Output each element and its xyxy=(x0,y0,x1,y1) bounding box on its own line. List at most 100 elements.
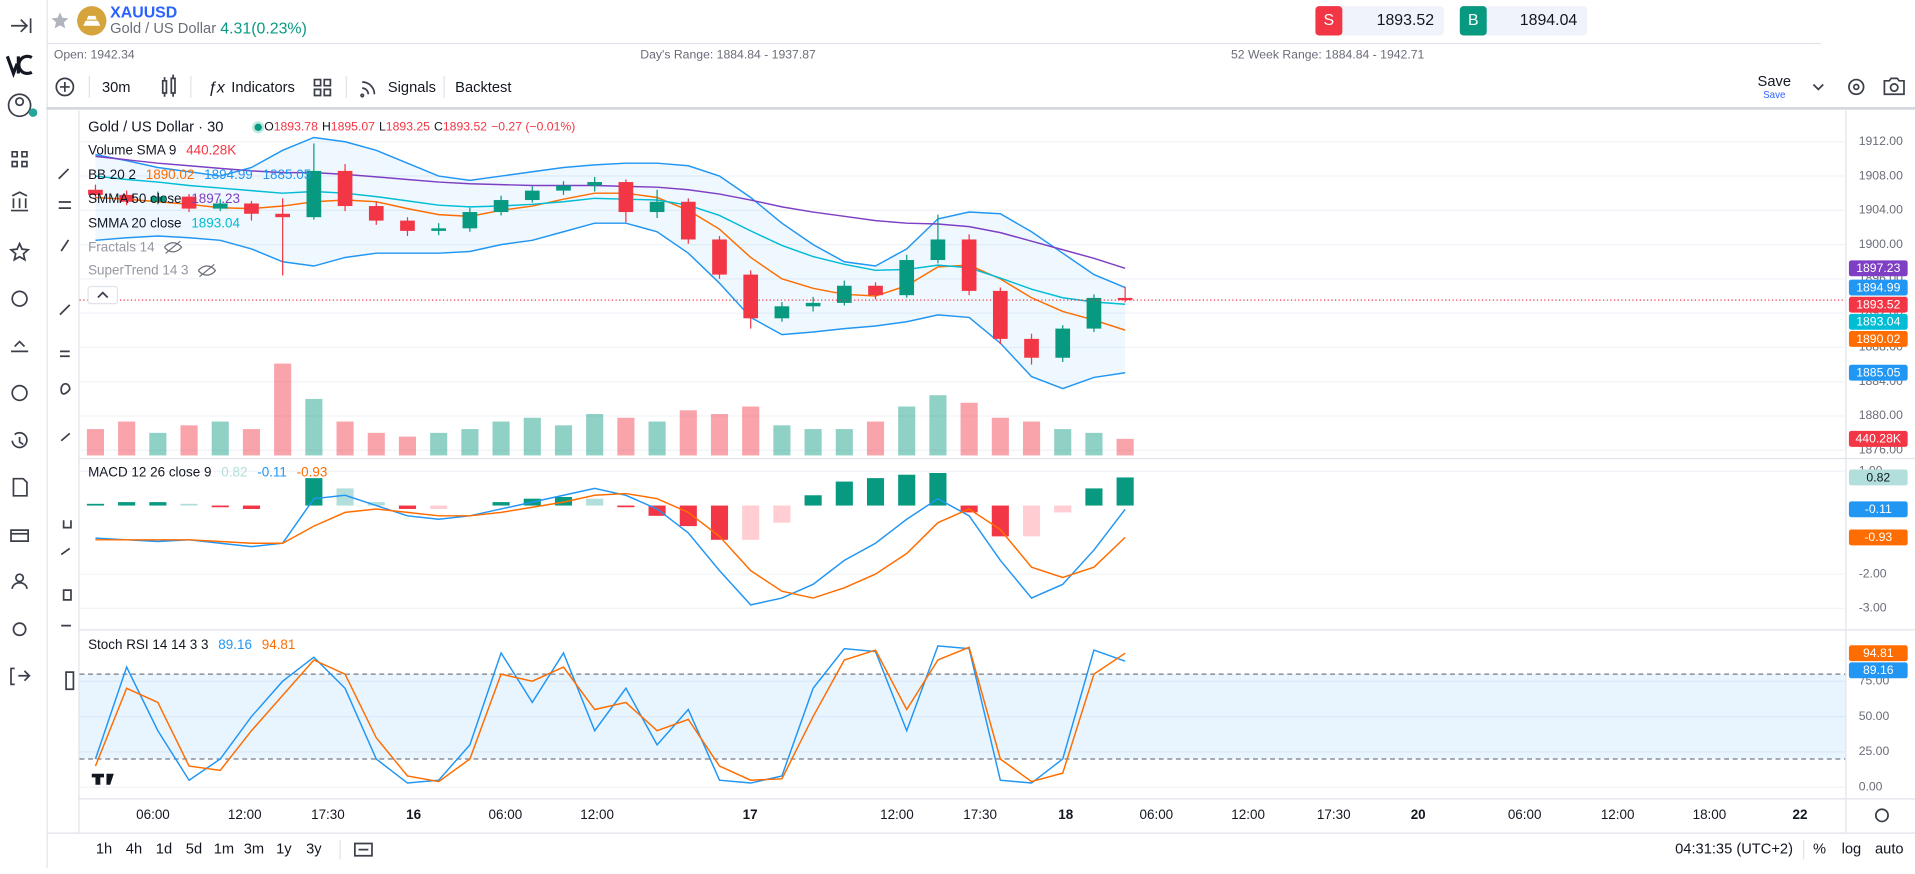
signals-icon xyxy=(360,81,376,98)
volume-bar xyxy=(742,406,760,456)
chart-legend-main: Gold / US Dollar · 30 O1893.78 H1895.07 … xyxy=(88,119,575,135)
scale-option[interactable]: log xyxy=(1842,842,1862,858)
chart-type-icon[interactable] xyxy=(161,74,176,97)
profile-icon[interactable] xyxy=(15,573,25,583)
pie-icon[interactable] xyxy=(11,384,28,402)
x-tick-label: 18:00 xyxy=(1693,807,1727,822)
timeframe-button[interactable]: 1d xyxy=(156,842,172,858)
candle-body xyxy=(930,239,946,261)
macd-bar xyxy=(398,505,417,509)
wallet-icon[interactable] xyxy=(10,529,30,542)
timeframe-button[interactable]: 1m xyxy=(214,842,234,858)
templates-icon[interactable] xyxy=(313,78,332,97)
open-value: 1893.78 xyxy=(274,120,318,134)
save-button[interactable]: Save xyxy=(1758,74,1791,90)
hand-icon[interactable] xyxy=(11,340,29,353)
legend-name: MACD 12 26 close 9 xyxy=(88,464,211,479)
macd-bar xyxy=(617,505,635,508)
x-tick-label: 06:00 xyxy=(489,807,523,822)
macd-bar xyxy=(835,481,853,506)
timeframe-button[interactable]: 1y xyxy=(276,842,292,858)
history-icon[interactable] xyxy=(11,431,28,449)
price-tag-label: 1897.23 xyxy=(1856,261,1900,275)
date-range-icon[interactable] xyxy=(353,842,373,857)
legend-entry: SMMA 50 close 1897.23 xyxy=(88,191,240,206)
favorite-star[interactable] xyxy=(51,12,69,29)
volume-bar xyxy=(898,406,916,456)
x-tick-label: 06:00 xyxy=(1508,807,1542,822)
x-tick-label: 22 xyxy=(1792,807,1807,822)
volume-bar xyxy=(430,432,448,456)
candle-body xyxy=(649,201,665,213)
interval[interactable]: 30m xyxy=(102,80,131,96)
sell-button[interactable] xyxy=(1315,6,1444,36)
timeframe-button[interactable]: 3m xyxy=(244,842,264,858)
macd-bar xyxy=(679,505,697,527)
axis-settings[interactable] xyxy=(1874,808,1889,823)
legend-value: -0.11 xyxy=(257,464,287,479)
volume-bar xyxy=(586,414,604,456)
star-icon[interactable] xyxy=(8,241,31,262)
timeframe-button[interactable]: 3y xyxy=(306,842,322,858)
save-menu[interactable] xyxy=(1812,83,1824,91)
tv-logo xyxy=(91,773,114,785)
week52-range: 52 Week Range: 1884.84 - 1942.71 xyxy=(1231,47,1425,61)
timeframe-button[interactable]: 4h xyxy=(126,842,142,858)
candle-body xyxy=(431,228,447,231)
logout-icon[interactable] xyxy=(10,667,31,686)
settings-icon[interactable] xyxy=(12,622,27,637)
day-range: Day's Range: 1884.84 - 1937.87 xyxy=(640,47,816,61)
legend-value: 94.81 xyxy=(262,637,296,652)
backtest-button[interactable]: Backtest xyxy=(455,80,511,96)
user-icon[interactable] xyxy=(11,290,28,307)
scale-option[interactable]: auto xyxy=(1875,842,1904,858)
snapshot-button[interactable] xyxy=(1883,77,1905,96)
add-symbol[interactable] xyxy=(55,77,75,97)
buy-button[interactable] xyxy=(1459,6,1588,36)
x-tick-label: 06:00 xyxy=(1140,807,1174,822)
doc-icon[interactable] xyxy=(12,477,28,497)
legend-name: SMMA 50 close xyxy=(88,191,181,206)
x-tick-label: 12:00 xyxy=(1231,807,1265,822)
bank-icon[interactable] xyxy=(11,191,29,212)
macd-bar xyxy=(804,495,822,506)
logo[interactable] xyxy=(5,54,33,79)
drawing-tools xyxy=(58,168,75,691)
volume-bar xyxy=(211,421,229,456)
timeframe-button[interactable]: 1h xyxy=(96,842,112,858)
collapse-icon[interactable] xyxy=(11,18,32,34)
macd-bar xyxy=(211,505,229,508)
indicator-line xyxy=(95,155,1126,270)
x-tick-label: 17 xyxy=(743,807,758,822)
timeframe-button[interactable]: 5d xyxy=(186,842,202,858)
macd-bar xyxy=(180,503,198,506)
macd-bar xyxy=(336,488,354,506)
symbol-change: 4.31(0.23%) xyxy=(220,21,307,38)
indicators-button[interactable]: Indicators xyxy=(231,80,295,96)
macd-line xyxy=(95,487,1126,606)
high-value: 1895.07 xyxy=(331,120,375,134)
macd-bar xyxy=(866,478,885,506)
candle-body xyxy=(899,260,915,296)
candle-body xyxy=(1055,328,1071,358)
legend-collapse[interactable] xyxy=(87,285,119,305)
candle-body xyxy=(1117,297,1133,301)
drawing-tool-icons[interactable] xyxy=(58,168,75,691)
y-tick-label: 1904.00 xyxy=(1859,203,1903,217)
legend-entry: Volume SMA 9 440.28K xyxy=(88,142,236,157)
settings-button[interactable] xyxy=(1848,78,1865,96)
volume-bar xyxy=(118,421,136,456)
candle-body xyxy=(181,196,197,209)
price-tag-label: 1893.04 xyxy=(1856,315,1900,329)
signals-button[interactable]: Signals xyxy=(388,80,436,96)
legend-value: 1894.99 xyxy=(204,167,253,182)
sell-label: S xyxy=(1324,12,1335,29)
scale-option[interactable]: % xyxy=(1813,842,1826,858)
avatar[interactable] xyxy=(7,93,32,118)
symbol-icon-bars xyxy=(83,15,101,26)
price-tag xyxy=(1848,296,1908,313)
candle-body xyxy=(868,285,883,296)
grid-icon[interactable] xyxy=(11,150,28,168)
